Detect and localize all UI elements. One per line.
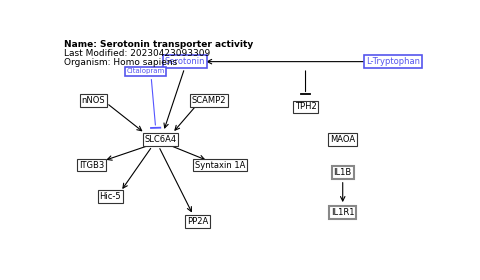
Text: SCAMP2: SCAMP2 — [192, 96, 226, 105]
Text: Last Modified: 20230423093309: Last Modified: 20230423093309 — [64, 49, 210, 58]
Text: ITGB3: ITGB3 — [79, 161, 104, 170]
Text: PP2A: PP2A — [187, 217, 208, 226]
Text: Syntaxin 1A: Syntaxin 1A — [195, 161, 245, 170]
Text: MAOA: MAOA — [330, 135, 355, 144]
Text: Hic-5: Hic-5 — [99, 192, 121, 201]
Text: L-Tryptophan: L-Tryptophan — [366, 57, 420, 66]
Text: Organism: Homo sapiens: Organism: Homo sapiens — [64, 59, 177, 67]
Text: Citalopram: Citalopram — [126, 68, 165, 74]
Text: IL1B: IL1B — [334, 168, 352, 177]
Text: SLC6A4: SLC6A4 — [144, 135, 177, 144]
Text: nNOS: nNOS — [82, 96, 105, 105]
Text: Name: Serotonin transporter activity: Name: Serotonin transporter activity — [64, 40, 253, 49]
Text: TPH2: TPH2 — [295, 102, 316, 111]
Text: IL1R1: IL1R1 — [331, 208, 354, 217]
Text: Serotonin: Serotonin — [164, 57, 205, 66]
